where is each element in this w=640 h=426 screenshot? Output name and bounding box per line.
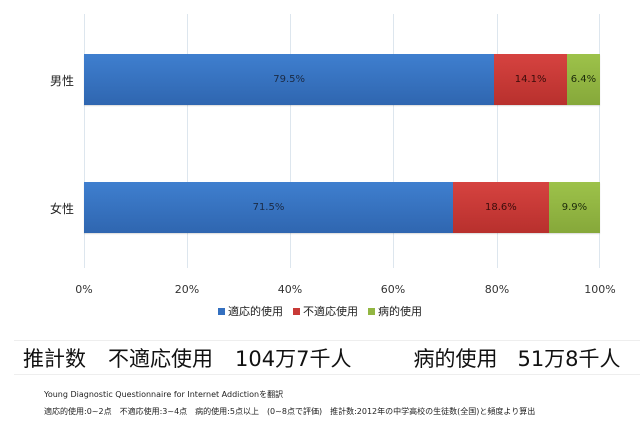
source-note: Young Diagnostic Questionnaire for Inter… <box>44 390 284 399</box>
x-tick: 40% <box>277 283 303 296</box>
legend-item-adaptive: 適応的使用 <box>218 303 283 319</box>
row-label-female: 女性 <box>49 202 74 216</box>
legend-label: 不適応使用 <box>303 305 358 318</box>
x-tick: 20% <box>174 283 200 296</box>
legend: 適応的使用 不適応使用 病的使用 <box>0 303 640 319</box>
legend-label: 病的使用 <box>378 305 422 318</box>
legend-item-maladaptive: 不適応使用 <box>293 303 358 319</box>
estimate-summary: 推計数 不適応使用 104万7千人 病的使用 51万8千人 <box>14 340 640 375</box>
pathological-value: 51万8千人 <box>517 346 621 371</box>
bar-male: 79.5% 14.1% 6.4% <box>84 54 600 105</box>
legend-item-pathological: 病的使用 <box>368 303 422 319</box>
legend-swatch-icon <box>218 307 225 315</box>
gridline <box>599 14 600 268</box>
segment-adaptive: 79.5% <box>84 54 495 105</box>
gridline <box>497 14 498 268</box>
plot-area <box>84 14 600 268</box>
gridline <box>84 14 85 268</box>
summary-heading: 推計数 <box>23 346 86 371</box>
segment-pathological: 6.4% <box>566 54 600 105</box>
pathological-label: 病的使用 <box>413 346 498 371</box>
x-tick: 100% <box>584 283 616 296</box>
segment-adaptive: 71.5% <box>84 182 453 233</box>
x-tick: 80% <box>484 283 510 296</box>
scoring-note: 適応的使用:0~2点 不適応使用:3~4点 病的使用:5点以上 (0~8点で評価… <box>44 407 536 416</box>
legend-label: 適応的使用 <box>228 305 283 318</box>
x-tick: 0% <box>75 283 93 296</box>
segment-maladaptive: 18.6% <box>452 182 549 233</box>
segment-maladaptive: 14.1% <box>494 54 567 105</box>
maladaptive-value: 104万7千人 <box>235 346 352 371</box>
x-tick: 60% <box>380 283 406 296</box>
legend-swatch-icon <box>293 307 300 315</box>
legend-swatch-icon <box>368 307 375 315</box>
bar-female: 71.5% 18.6% 9.9% <box>84 182 600 233</box>
gridline <box>187 14 188 268</box>
segment-pathological: 9.9% <box>548 182 600 233</box>
maladaptive-label: 不適応使用 <box>108 346 213 371</box>
gridline <box>393 14 394 268</box>
row-label-male: 男性 <box>49 74 74 88</box>
gridline <box>290 14 291 268</box>
